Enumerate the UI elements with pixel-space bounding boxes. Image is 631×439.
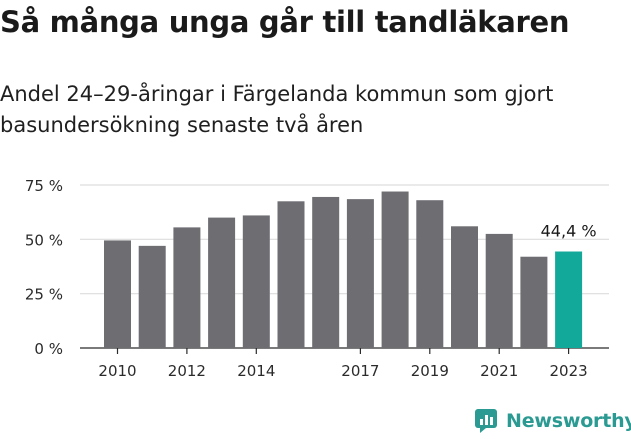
x-tick-label: 2019 <box>411 362 449 380</box>
bar <box>520 256 548 348</box>
bar <box>208 217 236 348</box>
y-tick-label: 75 % <box>25 177 63 195</box>
newsworthy-brand: Newsworthy <box>474 405 631 437</box>
chart-subtitle: Andel 24–29-åringar i Färgelanda kommun … <box>0 82 554 137</box>
brand-name: Newsworthy <box>506 410 631 432</box>
bar-highlight <box>555 251 583 348</box>
x-tick-label: 2014 <box>237 362 275 380</box>
bar <box>312 196 340 348</box>
y-tick-label: 50 % <box>25 231 63 249</box>
bar <box>242 215 270 348</box>
data-label: 44,4 % <box>541 222 597 241</box>
bar <box>416 200 444 348</box>
bar <box>381 191 409 348</box>
bar <box>485 233 513 348</box>
y-tick-label: 0 % <box>34 340 63 358</box>
x-tick-label: 2010 <box>98 362 136 380</box>
bar-chart: 0 % 25 % 50 % 75 % 44,4 % 2010 2012 2014 2017 201… <box>25 177 609 380</box>
bar <box>173 227 201 348</box>
x-tick-label: 2012 <box>168 362 206 380</box>
x-tick-label: 2023 <box>550 362 588 380</box>
x-tick-label: 2021 <box>480 362 518 380</box>
chart-title: Så många unga går till tandläkaren <box>0 5 570 39</box>
bar <box>346 199 374 348</box>
y-tick-label: 25 % <box>25 286 63 304</box>
bar <box>104 240 131 348</box>
bar <box>451 226 478 348</box>
newsworthy-logo-icon <box>475 409 497 433</box>
x-tick-label: 2017 <box>341 362 379 380</box>
bar <box>138 245 166 348</box>
bar <box>277 201 305 348</box>
